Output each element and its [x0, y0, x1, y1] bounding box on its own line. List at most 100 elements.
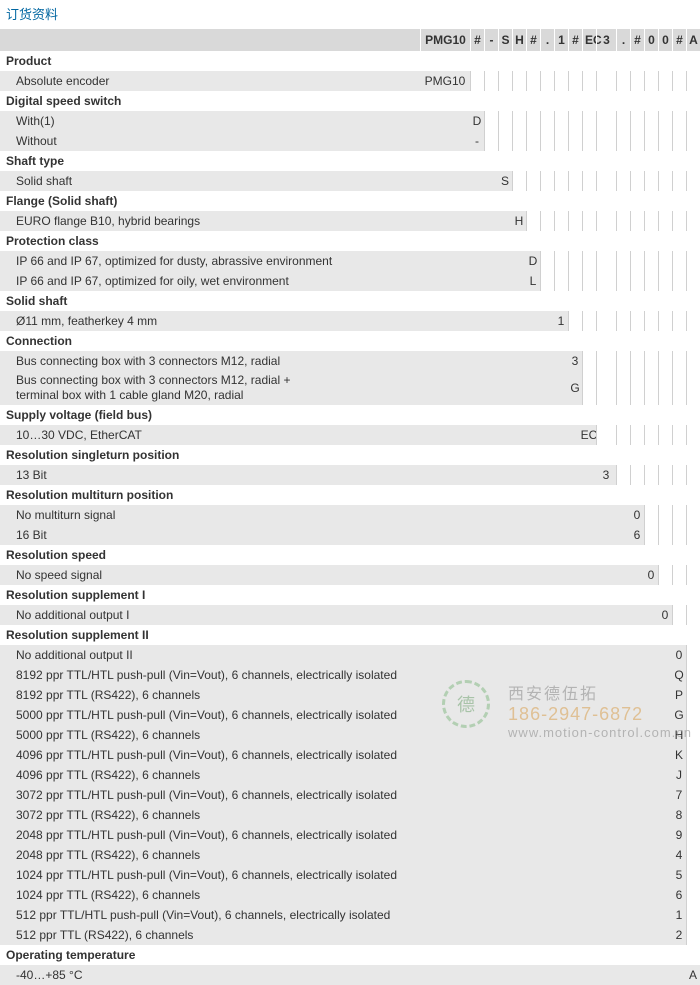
- trail-cell: [686, 665, 700, 685]
- trail-cell: [630, 111, 644, 131]
- option-row: IP 66 and IP 67, optimized for oily, wet…: [0, 271, 700, 291]
- code-header-seg: #: [568, 29, 582, 51]
- section-header-label: Resolution multiturn position: [6, 488, 173, 502]
- code-header-seg: S: [498, 29, 512, 51]
- section-header: Connection: [0, 331, 700, 351]
- option-code: 7: [672, 785, 686, 805]
- option-row: 5000 ppr TTL (RS422), 6 channelsH: [0, 725, 700, 745]
- option-label: EURO flange B10, hybrid bearings: [0, 211, 512, 231]
- trail-cell: [554, 111, 568, 131]
- trail-cell: [596, 171, 616, 191]
- trail-cell: [540, 171, 554, 191]
- trail-cell: [686, 925, 700, 945]
- option-label: 5000 ppr TTL (RS422), 6 channels: [0, 725, 672, 745]
- trail-cell: [686, 71, 700, 91]
- trail-cell: [630, 71, 644, 91]
- code-header-seg: PMG10: [420, 29, 470, 51]
- option-label: 13 Bit: [0, 465, 596, 485]
- trail-cell: [672, 211, 686, 231]
- option-code: 6: [630, 525, 644, 545]
- trail-cell: [686, 271, 700, 291]
- option-code: P: [672, 685, 686, 705]
- trail-cell: [686, 465, 700, 485]
- option-row: 10…30 VDC, EtherCATEC: [0, 425, 700, 445]
- trail-cell: [658, 251, 672, 271]
- option-row: 1024 ppr TTL/HTL push-pull (Vin=Vout), 6…: [0, 865, 700, 885]
- option-label: No multiturn signal: [0, 505, 630, 525]
- section-header-label: Digital speed switch: [6, 94, 121, 108]
- trail-cell: [512, 71, 526, 91]
- option-label: Ø11 mm, featherkey 4 mm: [0, 311, 554, 331]
- option-label: -40…+85 °C: [0, 965, 686, 985]
- trail-cell: [630, 211, 644, 231]
- trail-cell: [686, 525, 700, 545]
- trail-cell: [686, 705, 700, 725]
- trail-cell: [582, 71, 596, 91]
- trail-cell: [658, 351, 672, 371]
- option-row: No additional output II0: [0, 645, 700, 665]
- option-label: 8192 ppr TTL/HTL push-pull (Vin=Vout), 6…: [0, 665, 672, 685]
- trail-cell: [644, 251, 658, 271]
- option-code: 0: [658, 605, 672, 625]
- trail-cell: [616, 171, 630, 191]
- code-header-seg: EC: [582, 29, 596, 51]
- trail-cell: [672, 71, 686, 91]
- section-header: Resolution supplement I: [0, 585, 700, 605]
- trail-cell: [686, 885, 700, 905]
- trail-cell: [658, 71, 672, 91]
- trail-cell: [686, 905, 700, 925]
- option-code: 8: [672, 805, 686, 825]
- trail-cell: [658, 371, 672, 405]
- trail-cell: [686, 171, 700, 191]
- trail-cell: [582, 351, 596, 371]
- option-code: 0: [672, 645, 686, 665]
- trail-cell: [686, 211, 700, 231]
- trail-cell: [568, 71, 582, 91]
- trail-cell: [644, 211, 658, 231]
- trail-cell: [686, 131, 700, 151]
- trail-cell: [582, 131, 596, 151]
- trail-cell: [672, 171, 686, 191]
- option-row: 512 ppr TTL (RS422), 6 channels2: [0, 925, 700, 945]
- section-header: Protection class: [0, 231, 700, 251]
- option-label: No additional output I: [0, 605, 658, 625]
- trail-cell: [526, 71, 540, 91]
- section-header-label: Resolution supplement I: [6, 588, 145, 602]
- trail-cell: [644, 71, 658, 91]
- product-code-header: PMG10#-SH#.1#EC3.#00#A: [0, 29, 700, 51]
- trail-cell: [630, 271, 644, 291]
- trail-cell: [644, 311, 658, 331]
- trail-cell: [582, 311, 596, 331]
- trail-cell: [672, 251, 686, 271]
- trail-cell: [554, 131, 568, 151]
- option-row: Solid shaftS: [0, 171, 700, 191]
- trail-cell: [512, 171, 526, 191]
- option-row: 8192 ppr TTL/HTL push-pull (Vin=Vout), 6…: [0, 665, 700, 685]
- trail-cell: [616, 131, 630, 151]
- option-code: 1: [672, 905, 686, 925]
- trail-cell: [596, 211, 616, 231]
- option-code: G: [672, 705, 686, 725]
- trail-cell: [596, 111, 616, 131]
- section-header-label: Product: [6, 54, 51, 68]
- trail-cell: [568, 131, 582, 151]
- option-row: EURO flange B10, hybrid bearingsH: [0, 211, 700, 231]
- trail-cell: [616, 465, 630, 485]
- trail-cell: [484, 131, 498, 151]
- trail-cell: [540, 71, 554, 91]
- section-header-label: Supply voltage (field bus): [6, 408, 152, 422]
- trail-cell: [644, 271, 658, 291]
- option-code: H: [672, 725, 686, 745]
- option-row: 5000 ppr TTL/HTL push-pull (Vin=Vout), 6…: [0, 705, 700, 725]
- code-header-seg: 1: [554, 29, 568, 51]
- trail-cell: [582, 271, 596, 291]
- option-code: 5: [672, 865, 686, 885]
- trail-cell: [686, 311, 700, 331]
- trail-cell: [526, 131, 540, 151]
- option-label: Absolute encoder: [0, 71, 420, 91]
- trail-cell: [616, 111, 630, 131]
- option-row: Absolute encoderPMG10: [0, 71, 700, 91]
- option-code: Q: [672, 665, 686, 685]
- option-row: 3072 ppr TTL/HTL push-pull (Vin=Vout), 6…: [0, 785, 700, 805]
- section-header-label: Protection class: [6, 234, 99, 248]
